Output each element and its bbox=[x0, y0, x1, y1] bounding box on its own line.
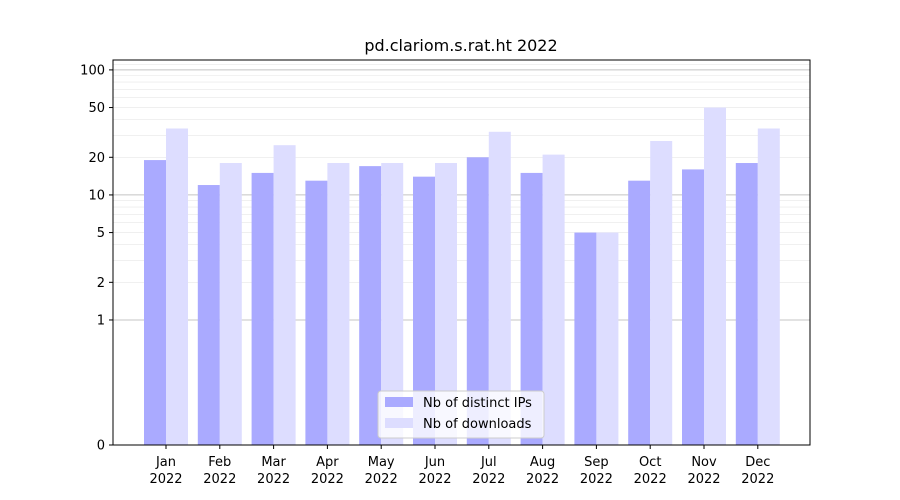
x-tick-label-month: Jun bbox=[424, 455, 445, 470]
y-tick-label: 50 bbox=[88, 101, 105, 116]
y-axis: 0 1 2 5 10 20 50 100 bbox=[80, 63, 113, 454]
bar-distinct-ips bbox=[413, 176, 435, 445]
x-tick-label-year: 2022 bbox=[472, 472, 505, 487]
x-tick-label-year: 2022 bbox=[634, 472, 667, 487]
bar-distinct-ips bbox=[682, 169, 704, 445]
bar-downloads bbox=[488, 131, 511, 445]
x-tick-label-year: 2022 bbox=[687, 472, 720, 487]
x-tick-label-year: 2022 bbox=[203, 472, 236, 487]
y-tick-label: 0 bbox=[97, 439, 105, 454]
bar-downloads bbox=[596, 232, 619, 445]
x-tick-label-month: Jul bbox=[480, 455, 497, 470]
x-tick-label-month: Mar bbox=[261, 455, 286, 470]
bar-downloads bbox=[542, 154, 565, 446]
x-tick-label-month: Nov bbox=[691, 455, 717, 470]
legend-box bbox=[377, 390, 545, 439]
bar-downloads bbox=[704, 107, 726, 446]
legend-label: Nb of downloads bbox=[423, 417, 532, 432]
bar-distinct-ips bbox=[574, 232, 597, 445]
y-tick-label: 5 bbox=[97, 226, 105, 241]
x-tick-label-year: 2022 bbox=[741, 472, 774, 487]
bar-distinct-ips bbox=[735, 163, 758, 445]
bar-distinct-ips bbox=[144, 160, 166, 445]
bar-downloads bbox=[435, 163, 457, 445]
bar-downloads bbox=[219, 163, 242, 445]
x-axis: Jan 2022 Feb 2022 Mar 2022 Apr 2022 May 2022 Jun 20… bbox=[149, 445, 774, 487]
x-tick-label-year: 2022 bbox=[257, 472, 290, 487]
bar-downloads bbox=[757, 128, 780, 445]
x-tick-label-year: 2022 bbox=[580, 472, 613, 487]
x-tick-label-month: Aug bbox=[530, 455, 555, 470]
chart-title: pd.clariom.s.rat.ht 2022 bbox=[364, 36, 557, 55]
bar-distinct-ips bbox=[251, 172, 274, 445]
x-tick-label-month: May bbox=[368, 455, 395, 470]
bar-distinct-ips bbox=[305, 180, 328, 445]
x-tick-label-year: 2022 bbox=[418, 472, 451, 487]
bar-distinct-ips bbox=[466, 157, 489, 445]
legend-label: Nb of distinct IPs bbox=[423, 396, 532, 411]
y-tick-label: 100 bbox=[80, 63, 105, 78]
x-tick-label-month: Apr bbox=[316, 455, 339, 470]
y-tick-label: 1 bbox=[97, 313, 105, 328]
legend: Nb of distinct IPs Nb of downloads bbox=[377, 390, 545, 439]
bar-distinct-ips bbox=[359, 166, 382, 445]
bar-downloads bbox=[650, 140, 673, 445]
x-tick-label-month: Dec bbox=[745, 455, 770, 470]
x-tick-label-year: 2022 bbox=[526, 472, 559, 487]
x-tick-label-year: 2022 bbox=[311, 472, 344, 487]
bar-distinct-ips bbox=[628, 180, 651, 445]
legend-swatch bbox=[385, 397, 413, 407]
x-tick-label-month: Jan bbox=[155, 455, 176, 470]
x-tick-label-month: Sep bbox=[584, 455, 609, 470]
x-tick-label-year: 2022 bbox=[149, 472, 182, 487]
bar-downloads bbox=[273, 145, 296, 445]
y-tick-label: 10 bbox=[88, 188, 105, 203]
bar-distinct-ips bbox=[197, 185, 220, 445]
y-tick-label: 20 bbox=[88, 151, 105, 166]
plot-frame bbox=[112, 59, 811, 446]
bar-distinct-ips bbox=[520, 172, 543, 445]
x-tick-label-year: 2022 bbox=[365, 472, 398, 487]
bar-downloads bbox=[327, 163, 350, 445]
y-tick-label: 2 bbox=[97, 276, 105, 291]
bars bbox=[144, 107, 780, 446]
bar-downloads bbox=[166, 128, 188, 445]
x-tick-label-month: Feb bbox=[208, 455, 231, 470]
x-tick-label-month: Oct bbox=[639, 455, 661, 470]
legend-swatch bbox=[385, 418, 413, 428]
bar-downloads bbox=[381, 163, 404, 445]
